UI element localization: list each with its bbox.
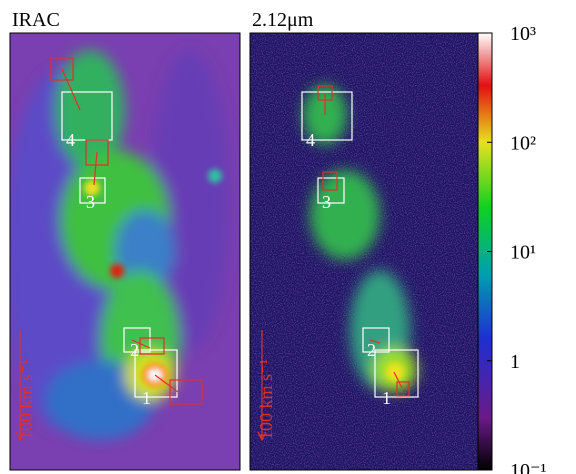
colorbar-label: 10⁻¹ (510, 460, 547, 474)
region-label: 1 (142, 388, 151, 408)
velocity-label: 100 km s⁻¹ (256, 359, 276, 440)
region-label: 2 (367, 340, 376, 360)
velocity-label: 100 km s⁻¹ (16, 359, 36, 440)
colorbar-label: 1 (510, 351, 520, 373)
irac-image (10, 33, 240, 470)
region-label: 2 (130, 340, 139, 360)
panel-title: IRAC (12, 9, 60, 31)
region-label: 4 (66, 130, 75, 150)
red-arrows (15, 57, 410, 442)
colorbar-label: 10¹ (510, 242, 536, 264)
colorbar-label: 10² (510, 132, 536, 154)
colorbar-label: 10³ (510, 23, 536, 45)
region-label: 3 (322, 192, 331, 212)
panel-frame (9, 32, 241, 471)
region-label: 3 (86, 192, 95, 212)
panel-title: 2.12μm (252, 9, 314, 31)
region-boxes (61, 91, 419, 398)
region-label: 1 (382, 388, 391, 408)
region-label: 4 (306, 130, 315, 150)
h2-image (250, 33, 478, 470)
